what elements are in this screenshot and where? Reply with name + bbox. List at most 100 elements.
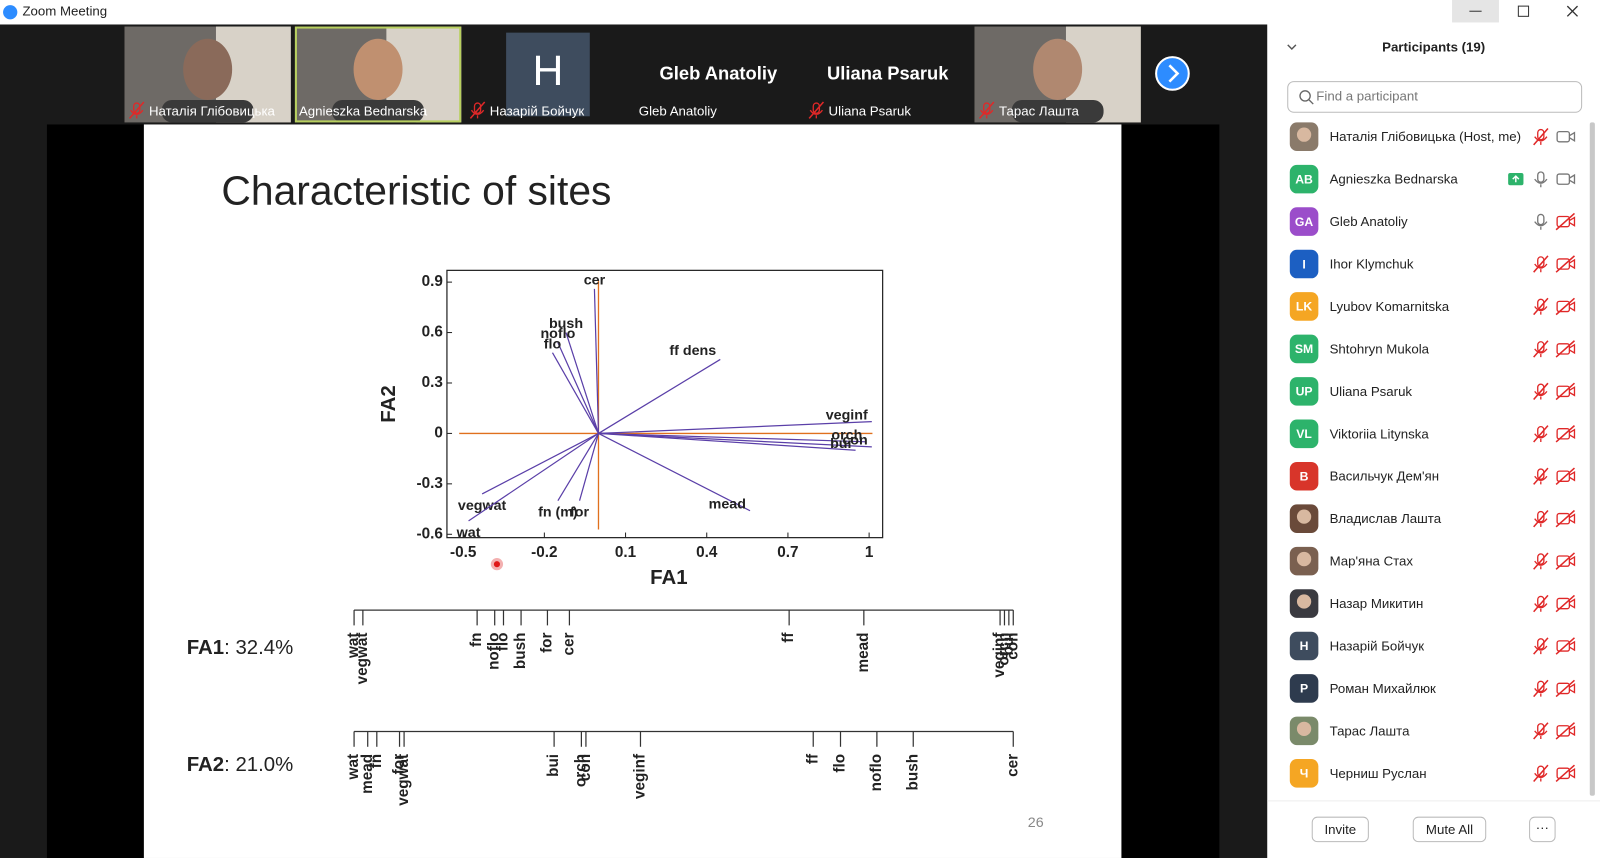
mic-icon-base xyxy=(1534,178,1548,188)
mic-icon-base xyxy=(130,109,144,119)
mic-icon xyxy=(1537,510,1545,523)
search-placeholder[interactable]: Find a participant xyxy=(1316,88,1418,103)
collapse-icon[interactable] xyxy=(1287,44,1297,50)
strip-item-label: orch xyxy=(572,754,589,787)
loading-vector xyxy=(598,421,872,435)
person-head xyxy=(1033,38,1083,100)
strip-item-label: bush xyxy=(512,633,529,670)
strip-item-label: vegwat xyxy=(395,754,412,806)
video-slash xyxy=(1555,340,1575,358)
participant-name: Uliana Psaruk xyxy=(1330,384,1413,399)
mic-icon xyxy=(1537,595,1545,608)
video-icon xyxy=(1556,173,1571,185)
x-tick-label: 0.7 xyxy=(777,544,798,561)
video-icon xyxy=(1556,300,1571,313)
video-name-label: Uliana Psaruk xyxy=(829,104,912,119)
video-slash xyxy=(1555,467,1575,485)
participant-row[interactable] xyxy=(1276,413,1586,454)
person-body xyxy=(1011,99,1104,123)
avatar-photo-face xyxy=(1296,509,1312,524)
vector-label: mead xyxy=(709,496,746,512)
participant-row[interactable] xyxy=(1276,329,1586,370)
person-body xyxy=(161,99,254,123)
video-icon-lens xyxy=(1569,343,1576,355)
y-tick-label: -0.3 xyxy=(416,475,442,492)
next-page-button[interactable] xyxy=(1155,56,1190,91)
mic-icon-base xyxy=(1534,390,1548,400)
scrollbar[interactable] xyxy=(1589,122,1595,796)
mic-icon xyxy=(1537,341,1545,353)
video-icon-lens xyxy=(1569,513,1576,524)
video-icon xyxy=(1556,343,1571,355)
mic-icon xyxy=(1537,298,1545,311)
participant-name: Роман Михайлюк xyxy=(1330,681,1436,696)
video-icon xyxy=(1556,640,1571,652)
strip-item-label: orch xyxy=(996,633,1013,666)
vector-label: orch xyxy=(831,427,862,443)
participant-row[interactable] xyxy=(1276,541,1586,582)
strip-label: FA2: 21.0% xyxy=(187,755,294,777)
participant-row[interactable] xyxy=(1276,710,1586,751)
panel-button[interactable] xyxy=(1412,816,1487,843)
participant-row[interactable] xyxy=(1276,626,1586,667)
close-button[interactable] xyxy=(1566,5,1579,17)
panel-button-label[interactable]: Invite xyxy=(1324,822,1356,837)
mic-icon-base xyxy=(809,109,823,119)
panel-button-label[interactable]: Mute All xyxy=(1426,822,1473,837)
participant-name: Мар'яна Стах xyxy=(1330,554,1414,569)
participant-row[interactable] xyxy=(1276,244,1586,285)
avatar-initial: H xyxy=(532,47,563,95)
video-icon xyxy=(1556,130,1571,143)
participant-row[interactable] xyxy=(1276,201,1586,242)
mic-icon-base xyxy=(1534,475,1548,485)
strip-item-label: fn xyxy=(468,633,485,647)
avatar-initials: UP xyxy=(1296,385,1313,399)
restore-button[interactable] xyxy=(1517,5,1530,17)
avatar xyxy=(1289,461,1319,491)
participant-name: Владислав Лашта xyxy=(1330,511,1442,526)
video-icon-lens xyxy=(1569,725,1576,737)
mic-slash xyxy=(1533,382,1549,401)
strip-item-label: flo xyxy=(495,633,512,652)
avatar xyxy=(1289,759,1319,788)
more-button-label[interactable]: ··· xyxy=(1536,820,1549,835)
person-head xyxy=(183,38,233,100)
mic-icon xyxy=(1537,638,1545,650)
avatar xyxy=(1289,249,1319,279)
participant-display-name: Gleb Anatoliy xyxy=(660,62,778,83)
mic-icon xyxy=(1537,468,1545,480)
mic-icon xyxy=(1537,723,1545,735)
participant-row[interactable] xyxy=(1276,583,1586,624)
panel-button[interactable] xyxy=(1311,816,1369,843)
video-slash xyxy=(1555,509,1575,528)
mic-icon-base xyxy=(1534,730,1548,740)
slide-title: Characteristic of sites xyxy=(221,168,611,214)
video-slash xyxy=(1555,425,1575,443)
search-box[interactable] xyxy=(1287,81,1583,113)
y-tick-label: 0.9 xyxy=(422,273,443,290)
vector-label: for xyxy=(570,505,589,521)
mic-slash xyxy=(1533,594,1549,613)
x-tick-label: 0.1 xyxy=(615,544,637,561)
search-icon-handle xyxy=(1308,99,1314,105)
participant-row[interactable] xyxy=(1276,753,1586,794)
video-icon-lens xyxy=(1569,683,1576,694)
mic-slash xyxy=(1533,340,1549,358)
video-slash xyxy=(1555,297,1575,316)
avatar-initials: Н xyxy=(1300,639,1309,653)
participant-row[interactable] xyxy=(1276,371,1586,412)
strip-variance: : 32.4% xyxy=(224,637,293,659)
avatar xyxy=(506,32,590,117)
video-icon-lens xyxy=(1569,131,1576,142)
x-axis-label: FA1 xyxy=(650,567,687,589)
y-tick-label: 0.3 xyxy=(422,374,443,391)
vector-label: ff dens xyxy=(669,343,716,359)
plot-frame xyxy=(446,269,884,539)
more-button[interactable] xyxy=(1529,816,1556,843)
video-icon xyxy=(1556,470,1571,482)
loading-vector xyxy=(578,433,600,501)
next-arrow xyxy=(1168,64,1180,83)
video-icon-lens xyxy=(1569,258,1576,270)
video-icon-lens xyxy=(1569,555,1576,567)
